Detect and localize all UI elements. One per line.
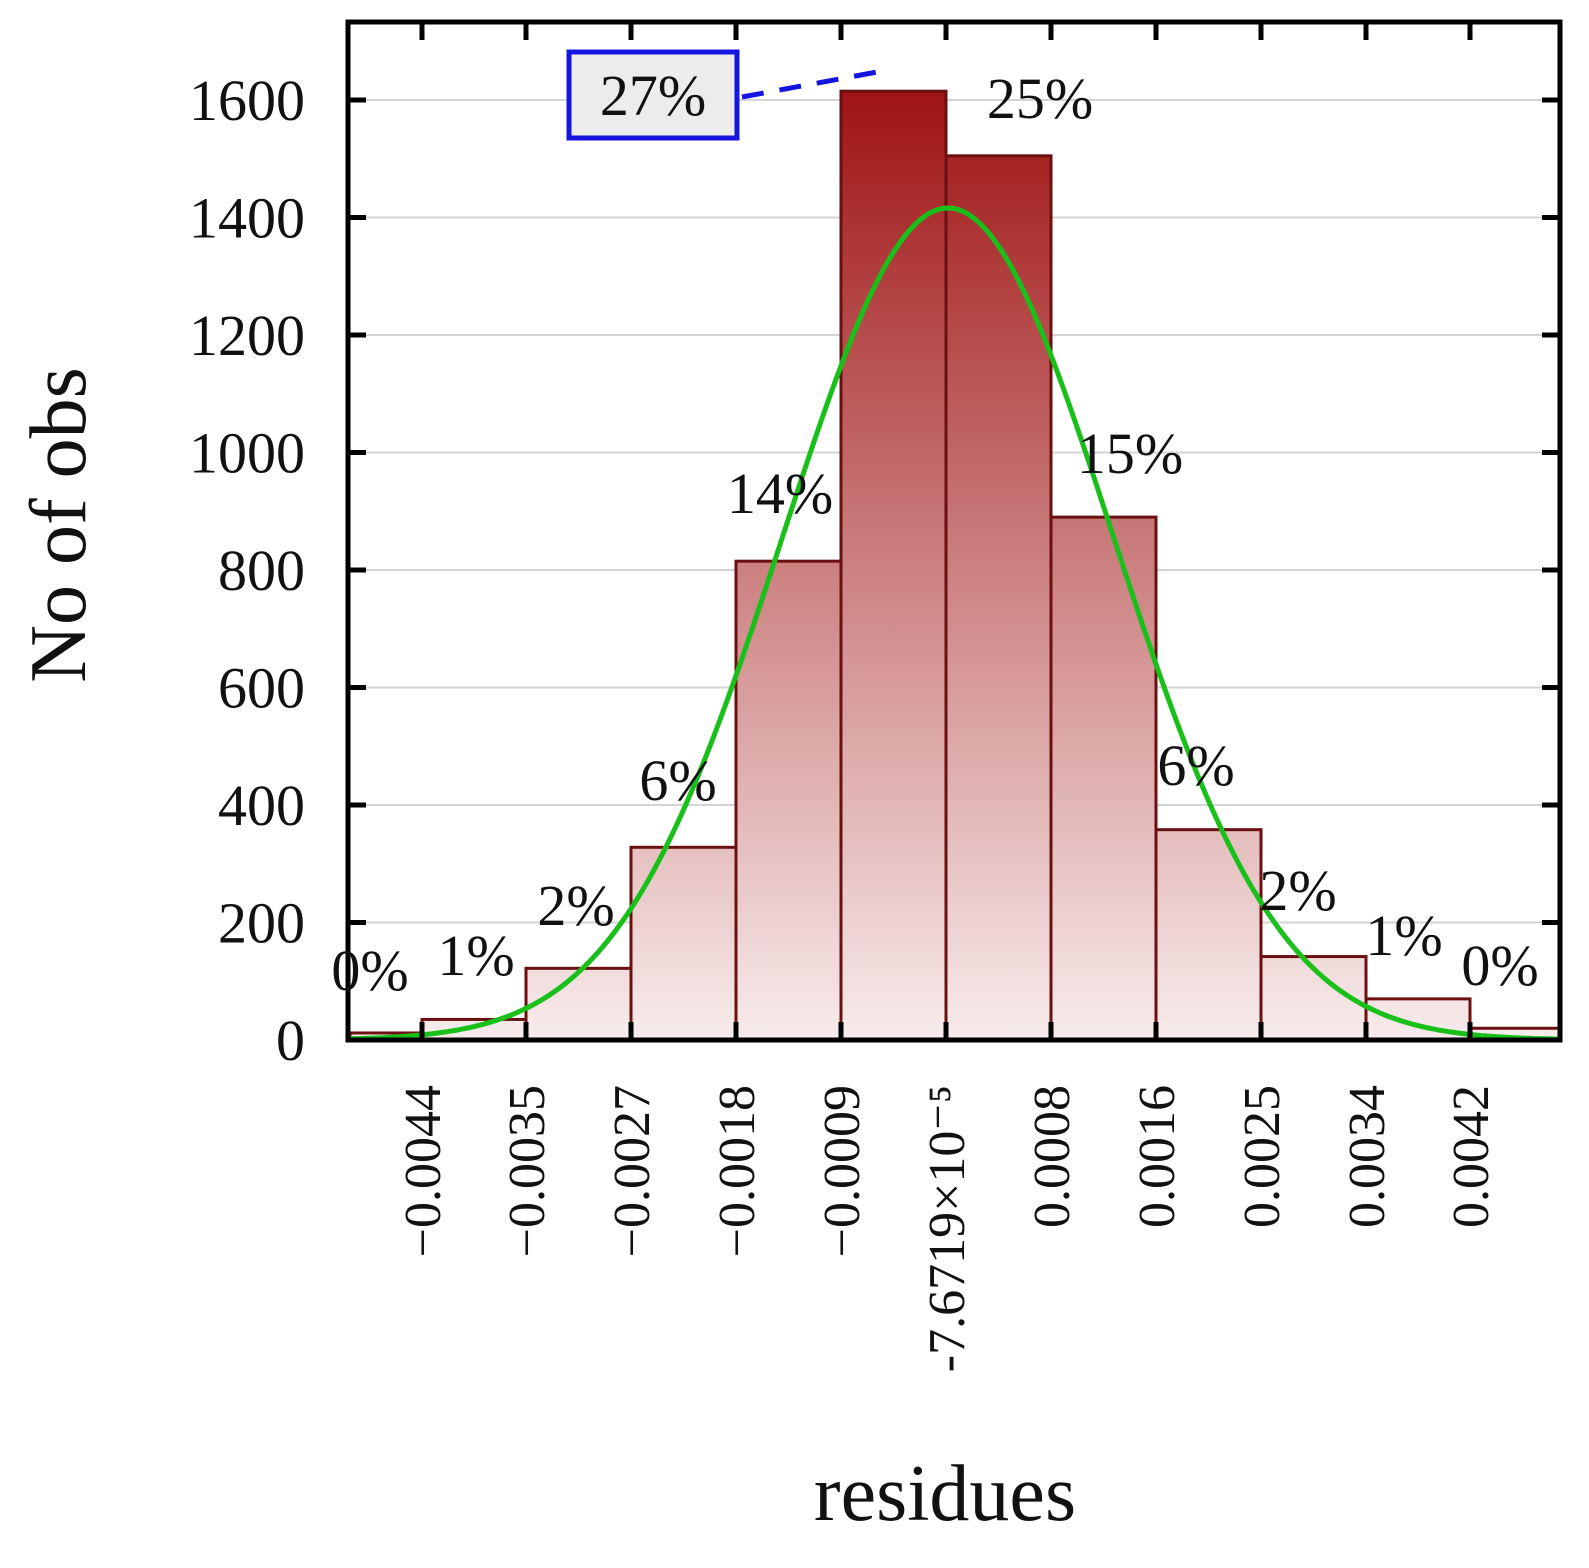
callout-box: [566, 49, 740, 141]
callout-leader: [741, 67, 889, 100]
y-tick-label: 1000: [189, 421, 305, 486]
x-tick-label: 0.0042: [1443, 1085, 1500, 1228]
percentage-label: 0%: [331, 938, 408, 1003]
normal-fit-curve: [349, 205, 1559, 1042]
y-tick-label: 1200: [189, 303, 305, 368]
y-tick-labels: 0 200 400 600 800 1000 1200 1400 1600: [189, 68, 305, 1073]
histogram-bar: [420, 1017, 528, 1042]
x-tick-label: -7.6719×10⁻⁵: [919, 1085, 976, 1372]
x-tick-label: −0.0027: [604, 1085, 661, 1257]
percentage-label: 6%: [1157, 733, 1234, 798]
x-tick-label: −0.0044: [395, 1085, 452, 1257]
y-tick-label: 800: [218, 538, 305, 603]
percentage-label: 6%: [639, 748, 716, 813]
y-tick-label: 0: [276, 1008, 305, 1073]
x-tick-label: 0.0008: [1024, 1085, 1081, 1228]
y-axis-title: No of obs: [15, 367, 103, 683]
y-tick-label: 1600: [189, 68, 305, 133]
histogram-bars: [348, 89, 1562, 1042]
axis-ticks: [348, 22, 1560, 1043]
x-tick-label: −0.0035: [499, 1085, 556, 1257]
histogram-bar: [1049, 515, 1158, 1042]
normal-fit-curve-group: [349, 205, 1559, 1042]
plot-frame: [345, 19, 1563, 1043]
y-tick-label: 600: [218, 656, 305, 721]
histogram-bar: [944, 154, 1053, 1042]
percentage-label: 2%: [537, 873, 614, 938]
percentage-label: 25%: [987, 66, 1093, 131]
x-tick-label: 0.0034: [1339, 1085, 1396, 1228]
x-tick-label: 0.0025: [1234, 1085, 1291, 1228]
percentage-label: 15%: [1077, 421, 1183, 486]
x-tick-label: 0.0016: [1129, 1085, 1186, 1228]
y-tick-label: 200: [218, 891, 305, 956]
percentage-label: 0%: [1461, 933, 1538, 998]
x-tick-label: −0.0009: [814, 1085, 871, 1257]
percentage-label: 2%: [1259, 858, 1336, 923]
y-tick-label: 1400: [189, 186, 305, 251]
percentage-label: 27%: [600, 63, 706, 128]
percentage-label: 14%: [727, 461, 833, 526]
histogram-bar: [1154, 828, 1263, 1042]
x-axis-title: residues: [814, 1450, 1076, 1538]
histogram-bar: [524, 966, 633, 1042]
percentage-labels: 0% 1% 2% 6% 14% 27% 25% 15% 6% 2% 1% 0%: [331, 49, 1539, 1003]
percentage-label: 1%: [437, 923, 514, 988]
x-tick-label: −0.0018: [709, 1085, 766, 1257]
histogram-bar: [839, 89, 948, 1042]
highlight-callout: 27%: [566, 49, 889, 141]
x-tick-labels: −0.0044 −0.0035 −0.0027 −0.0018 −0.0009 -7.67…: [395, 1085, 1500, 1372]
percentage-label: 1%: [1365, 903, 1442, 968]
y-tick-label: 400: [218, 773, 305, 838]
histogram-bar: [629, 845, 738, 1042]
